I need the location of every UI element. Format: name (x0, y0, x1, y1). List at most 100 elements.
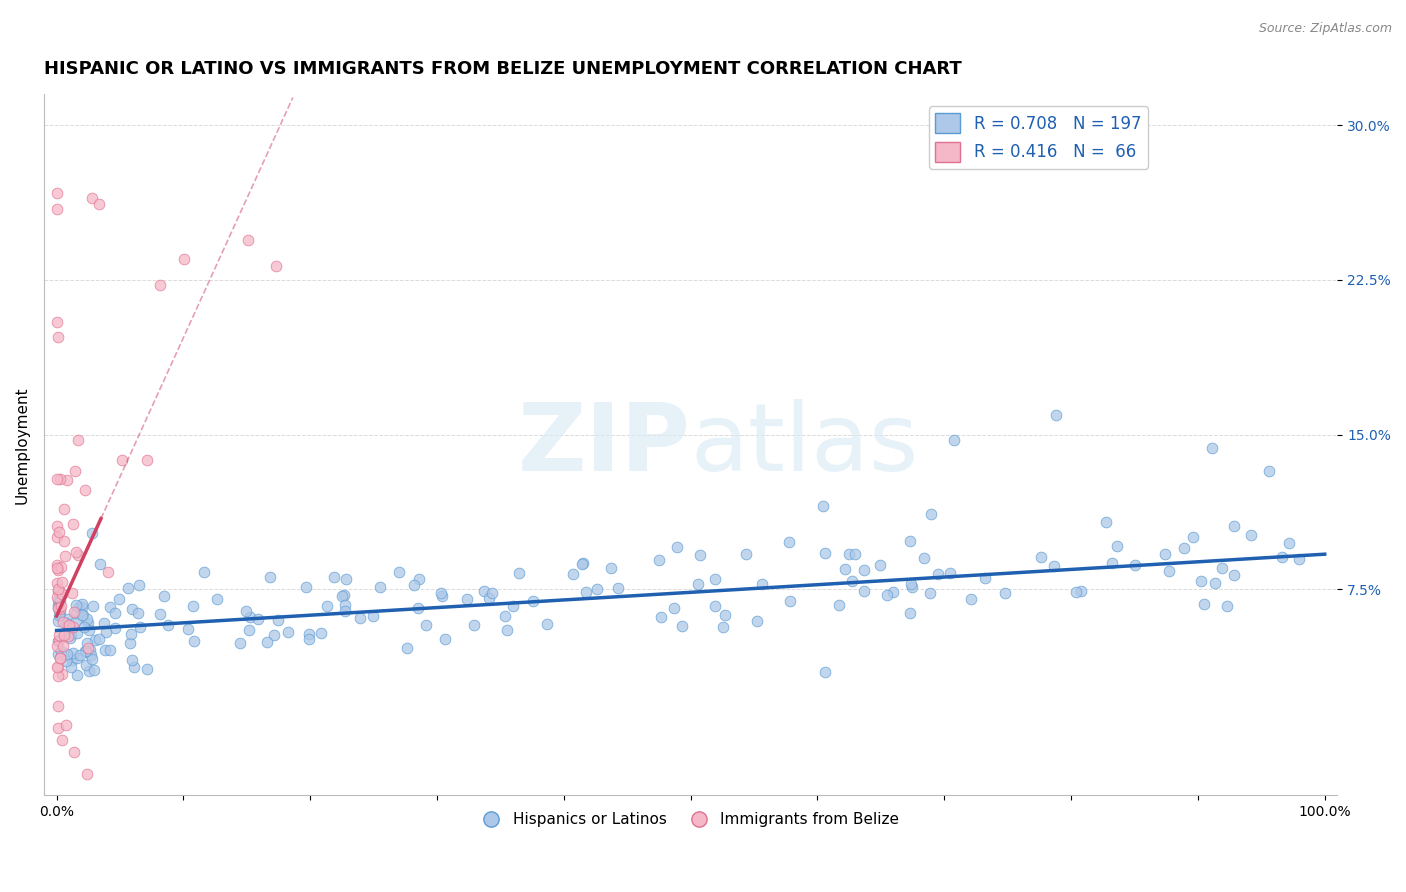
Point (66, 668, 89, 682)
Point (900, 576, 922, 591)
Point (508, 566, 530, 581)
Point (309, 625, 332, 640)
Point (415, 617, 437, 632)
Point (63, 464, 86, 478)
Point (778, 534, 800, 549)
Text: atlas: atlas (690, 399, 920, 491)
Point (53, 627, 76, 641)
Point (474, 584, 496, 599)
Point (181, 599, 204, 613)
Point (48, 524, 70, 539)
Point (994, 586, 1017, 600)
Point (745, 614, 768, 628)
Point (183, 633, 205, 648)
Point (46, 698, 69, 713)
Point (1223, 519, 1246, 533)
Point (45, 202, 67, 217)
Point (46, 669, 69, 683)
Point (82, 599, 104, 614)
Point (264, 259, 287, 273)
Point (703, 599, 725, 613)
Point (1181, 530, 1204, 544)
Point (48, 584, 70, 599)
Point (110, 453, 132, 467)
Point (834, 562, 856, 576)
Point (671, 619, 693, 633)
Point (129, 620, 152, 634)
Point (1240, 527, 1263, 541)
Point (1070, 584, 1092, 599)
Point (1189, 574, 1212, 589)
Point (83, 663, 105, 677)
Point (46, 315, 69, 329)
Point (650, 610, 672, 624)
Point (55, 615, 77, 630)
Point (1045, 408, 1067, 422)
Point (46, 330, 69, 344)
Point (55, 647, 77, 661)
Point (927, 567, 949, 582)
Point (852, 584, 875, 599)
Point (53, 549, 76, 564)
Point (51, 732, 73, 747)
Point (77, 665, 100, 679)
Point (51, 599, 73, 614)
Point (704, 572, 727, 586)
Point (55, 648, 77, 663)
Point (571, 557, 593, 571)
Point (408, 572, 430, 586)
Point (235, 604, 257, 618)
Point (973, 571, 995, 585)
Point (87, 197, 110, 211)
Point (46, 634, 69, 648)
Point (62, 516, 84, 531)
Point (58, 629, 80, 643)
Point (363, 608, 385, 623)
Point (852, 563, 875, 577)
Point (72, 607, 94, 622)
Point (46, 615, 69, 629)
Point (666, 540, 689, 554)
Point (315, 599, 337, 614)
Point (522, 594, 544, 608)
Point (898, 533, 921, 548)
Point (1192, 597, 1215, 611)
Point (430, 586, 453, 600)
Point (52, 628, 75, 642)
Point (58, 618, 80, 632)
Point (173, 252, 195, 266)
Point (960, 591, 983, 606)
Point (432, 589, 454, 603)
Point (45, 561, 67, 575)
Point (49, 472, 72, 486)
Point (93, 615, 115, 630)
Point (55, 718, 77, 732)
Point (298, 632, 321, 646)
Point (46, 721, 69, 735)
Point (259, 569, 281, 583)
Point (1278, 535, 1301, 549)
Point (49, 594, 72, 608)
Point (368, 580, 391, 594)
Point (49, 651, 72, 665)
Point (1271, 549, 1294, 564)
Point (84, 632, 107, 647)
Point (46, 582, 69, 596)
Point (136, 662, 159, 676)
Point (98, 643, 121, 657)
Point (67, 548, 90, 562)
Point (1159, 564, 1181, 578)
Point (65, 614, 87, 628)
Point (814, 546, 837, 560)
Point (882, 585, 904, 599)
Point (406, 601, 429, 615)
Point (898, 606, 921, 620)
Point (828, 599, 851, 613)
Point (572, 556, 595, 570)
Point (60, 586, 83, 600)
Point (495, 623, 517, 637)
Point (94, 625, 117, 640)
Point (1043, 559, 1066, 574)
Point (46, 660, 69, 674)
Point (247, 612, 270, 626)
